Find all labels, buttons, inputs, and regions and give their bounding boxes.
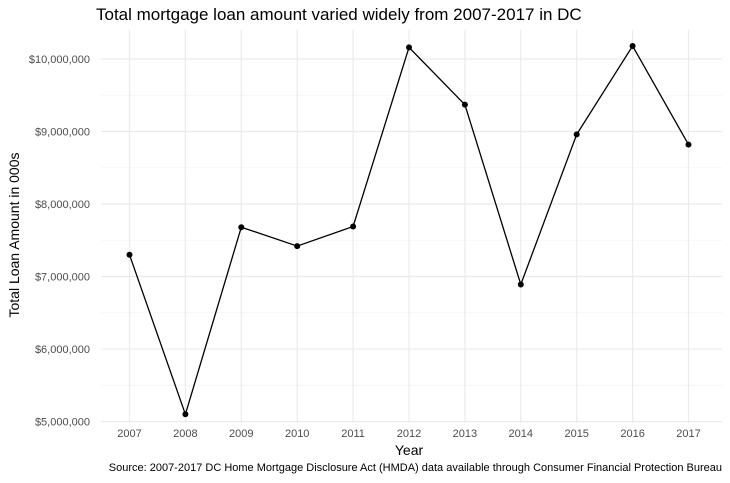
- source-caption: Source: 2007-2017 DC Home Mortgage Discl…: [108, 462, 722, 474]
- x-tick-label: 2016: [620, 428, 644, 440]
- x-tick-label: 2017: [676, 428, 700, 440]
- data-point: [517, 281, 524, 288]
- data-point: [461, 101, 468, 108]
- x-tick-label: 2010: [285, 428, 309, 440]
- y-tick-label: $6,000,000: [35, 344, 90, 356]
- data-point: [350, 223, 357, 230]
- x-tick-label: 2009: [229, 428, 253, 440]
- x-tick-label: 2014: [509, 428, 533, 440]
- data-point: [406, 44, 412, 51]
- y-tick-label: $5,000,000: [35, 417, 90, 429]
- data-point: [294, 243, 301, 250]
- y-tick-label: $9,000,000: [35, 127, 90, 139]
- data-point: [629, 42, 636, 49]
- chart-title: Total mortgage loan amount varied widely…: [96, 5, 582, 24]
- x-tick-label: 2007: [117, 428, 141, 440]
- x-tick-label: 2012: [397, 428, 421, 440]
- x-tick-label: 2008: [173, 428, 197, 440]
- y-tick-label: $7,000,000: [35, 272, 90, 284]
- y-tick-label: $10,000,000: [29, 54, 90, 66]
- x-tick-label: 2011: [341, 428, 365, 440]
- y-tick-label: $8,000,000: [35, 199, 90, 211]
- x-tick-label: 2015: [564, 428, 588, 440]
- data-point: [126, 251, 133, 258]
- x-tick-label: 2013: [453, 428, 477, 440]
- data-point: [573, 131, 580, 138]
- data-point: [685, 141, 692, 148]
- x-axis-label: Year: [394, 442, 424, 458]
- data-point: [238, 224, 245, 231]
- data-point: [182, 411, 189, 418]
